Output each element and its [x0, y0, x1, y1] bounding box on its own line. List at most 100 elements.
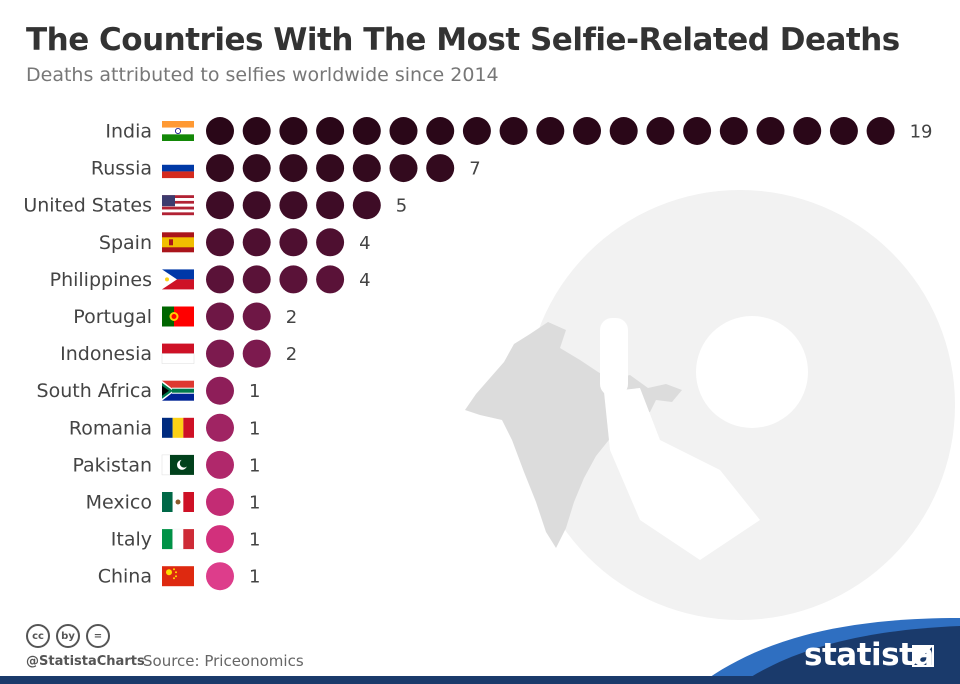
- death-dot: [609, 117, 638, 145]
- flag-united-states-icon: [162, 195, 194, 216]
- flag-china-icon: [162, 566, 194, 587]
- no-derivatives-icon[interactable]: =: [86, 624, 110, 648]
- twitter-handle[interactable]: @StatistaCharts: [26, 654, 145, 669]
- band-dark: [740, 626, 960, 684]
- chart-subtitle: Deaths attributed to selfies worldwide s…: [26, 64, 499, 86]
- death-dot: [352, 191, 381, 220]
- death-dot: [206, 413, 234, 442]
- death-dot: [426, 117, 455, 145]
- death-dot: [206, 191, 234, 220]
- attribution-icon[interactable]: by: [56, 624, 80, 648]
- country-label-italy: Italy: [111, 529, 152, 551]
- value-label-romania: 1: [249, 418, 260, 439]
- death-dot: [316, 154, 345, 183]
- flag-philippines-icon: [162, 269, 194, 290]
- flag-south-africa-icon: [162, 380, 194, 401]
- bottom-stripe: [0, 676, 960, 684]
- country-label-russia: Russia: [91, 158, 152, 180]
- flag-romania-icon: [162, 417, 194, 438]
- value-label-mexico: 1: [249, 493, 260, 514]
- source-note: Source: Priceonomics: [143, 652, 304, 670]
- death-dot: [206, 339, 234, 368]
- country-label-romania: Romania: [69, 417, 152, 439]
- value-label-portugal: 2: [286, 307, 297, 328]
- flag-italy-icon: [162, 528, 194, 550]
- death-dot: [536, 117, 565, 145]
- flag-indonesia-icon: [161, 343, 195, 364]
- license-icons: cc by =: [26, 624, 110, 648]
- death-dot: [279, 117, 308, 145]
- country-label-spain: Spain: [99, 232, 152, 254]
- death-dot: [352, 154, 381, 183]
- country-label-india: India: [105, 121, 152, 143]
- death-dot: [279, 228, 308, 257]
- value-label-spain: 4: [359, 233, 370, 254]
- country-label-indonesia: Indonesia: [60, 343, 152, 365]
- value-label-south-africa: 1: [249, 381, 260, 402]
- death-dot: [829, 117, 858, 145]
- death-dot: [206, 450, 234, 479]
- death-dot: [573, 117, 601, 145]
- death-dot: [206, 302, 234, 331]
- death-dot: [279, 154, 308, 183]
- death-dot: [206, 117, 234, 145]
- creative-commons-icon[interactable]: cc: [26, 624, 50, 648]
- death-dot: [206, 525, 234, 554]
- value-label-china: 1: [249, 567, 260, 588]
- death-dot: [352, 117, 381, 145]
- head-shape: [696, 316, 808, 428]
- flag-spain-icon: [162, 232, 194, 253]
- death-dot: [793, 117, 822, 145]
- phone-shape: [600, 318, 628, 396]
- death-dot: [426, 154, 455, 183]
- death-dot: [316, 228, 345, 257]
- death-dot: [683, 117, 712, 145]
- value-label-italy: 1: [249, 530, 260, 551]
- country-label-portugal: Portugal: [73, 306, 152, 328]
- value-label-pakistan: 1: [249, 455, 260, 476]
- country-label-philippines: Philippines: [50, 269, 152, 291]
- statista-logo-icon: [912, 645, 934, 667]
- value-label-indonesia: 2: [286, 344, 297, 365]
- country-label-china: China: [98, 566, 152, 588]
- death-dot: [279, 265, 308, 294]
- flag-portugal-icon: [162, 306, 194, 327]
- chart-title: The Countries With The Most Selfie-Relat…: [26, 22, 900, 58]
- death-dot: [242, 302, 271, 331]
- flag-mexico-icon: [162, 492, 194, 512]
- flag-india-icon: [162, 121, 194, 141]
- peace-hand-shape: [770, 340, 800, 400]
- death-dot: [206, 228, 234, 257]
- death-dot: [242, 339, 271, 368]
- death-dot: [389, 154, 418, 183]
- death-dot: [279, 191, 308, 220]
- flag-pakistan-icon: [161, 454, 194, 476]
- value-label-india: 19: [910, 122, 933, 143]
- death-dot: [866, 117, 895, 145]
- statista-logo[interactable]: statista: [804, 637, 934, 673]
- death-dot: [206, 376, 234, 405]
- death-dot: [242, 117, 271, 145]
- death-dot: [206, 562, 234, 591]
- death-dot: [389, 117, 418, 145]
- death-dot: [242, 265, 271, 294]
- death-dot: [499, 117, 528, 145]
- death-dot: [462, 117, 491, 145]
- death-dot: [242, 154, 271, 183]
- value-label-united-states: 5: [396, 196, 407, 217]
- death-dot: [206, 154, 234, 183]
- death-dot: [242, 191, 271, 220]
- country-label-south-africa: South Africa: [37, 380, 152, 402]
- flag-russia-icon: [162, 158, 194, 179]
- death-dot: [719, 117, 748, 145]
- death-dot: [316, 191, 345, 220]
- death-dot: [206, 265, 234, 294]
- person-silhouette: [600, 316, 808, 560]
- country-label-pakistan: Pakistan: [72, 454, 152, 476]
- arm-shape: [604, 388, 760, 560]
- value-label-philippines: 4: [359, 270, 370, 291]
- death-dot: [646, 117, 675, 145]
